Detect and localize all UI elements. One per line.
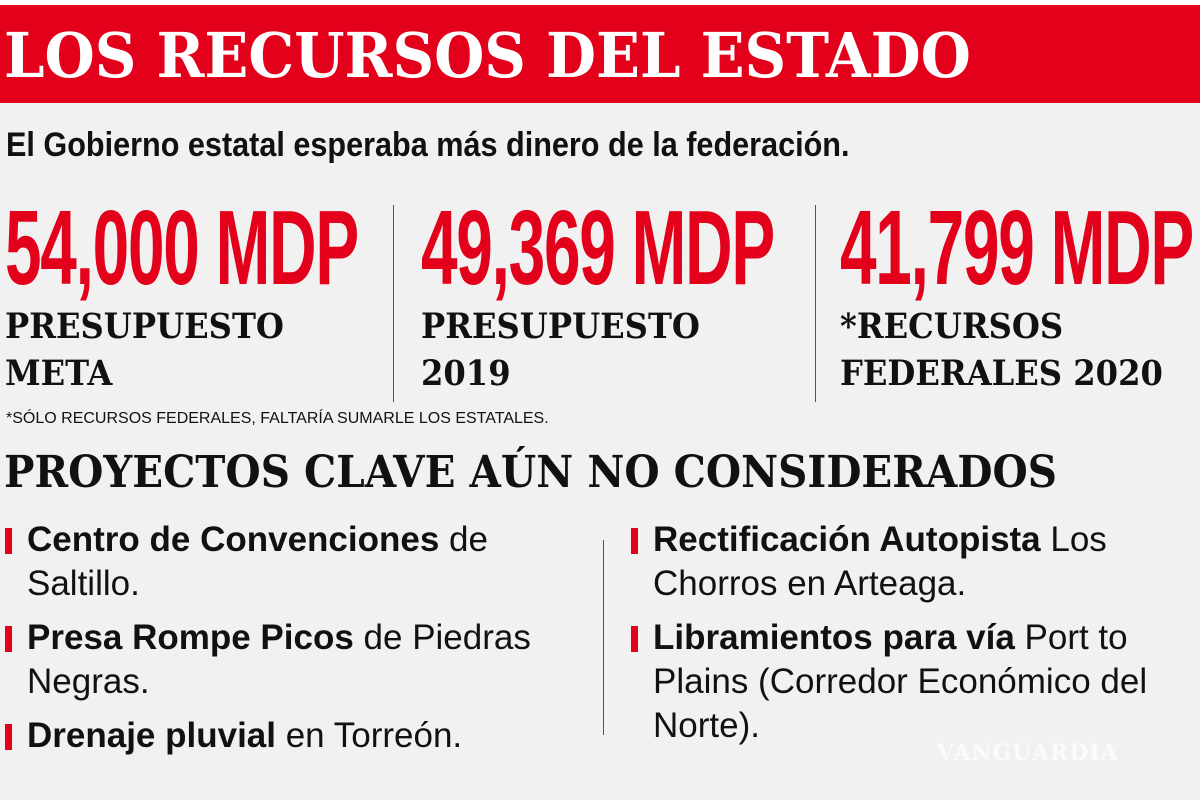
subtitle: El Gobierno estatal esperaba más dinero … <box>6 126 850 164</box>
bullet-bar <box>631 528 638 554</box>
divider <box>393 205 394 402</box>
divider <box>603 540 604 735</box>
page-title: LOS RECURSOS DEL ESTADO <box>4 19 971 92</box>
list-item: Rectificación Autopista Los Chorros en A… <box>628 518 1188 606</box>
stat-label: PRESUPUESTO META <box>5 306 284 394</box>
section-title: PROYECTOS CLAVE AÚN NO CONSIDERADOS <box>4 447 1057 498</box>
stat-value: 54,000 MDP <box>5 189 359 307</box>
bullet-bar <box>5 626 12 652</box>
projects-list-left: Centro de Convenciones de Saltillo. Pres… <box>2 518 562 768</box>
list-item: Presa Rompe Picos de Piedras Negras. <box>2 616 562 704</box>
stat-presupuesto-2019: 49,369 MDP PRESUPUESTO 2019 <box>421 195 990 397</box>
divider <box>815 205 816 402</box>
list-item: Libramientos para vía Port to Plains (Co… <box>628 616 1188 748</box>
list-item: Centro de Convenciones de Saltillo. <box>2 518 562 606</box>
stat-value: 49,369 MDP <box>421 189 775 307</box>
projects-list-right: Rectificación Autopista Los Chorros en A… <box>628 518 1188 758</box>
top-border <box>0 0 1200 5</box>
footnote: *SÓLO RECURSOS FEDERALES, FALTARÍA SUMAR… <box>6 410 549 427</box>
bullet-bar <box>5 724 12 750</box>
list-item: Drenaje pluvial en Torreón. <box>2 714 562 758</box>
watermark-logo: VANGUARDIA <box>937 740 1119 766</box>
bullet-bar <box>5 528 12 554</box>
stat-label: PRESUPUESTO 2019 <box>421 306 700 394</box>
stat-value: 41,799 MDP <box>840 189 1194 307</box>
stat-recursos-federales: 41,799 MDP *RECURSOS FEDERALES 2020 <box>840 195 1200 397</box>
bullet-bar <box>631 626 638 652</box>
stat-presupuesto-meta: 54,000 MDP PRESUPUESTO META <box>5 195 574 397</box>
stat-label: *RECURSOS FEDERALES 2020 <box>840 306 1163 394</box>
title-banner: LOS RECURSOS DEL ESTADO <box>0 5 1200 103</box>
